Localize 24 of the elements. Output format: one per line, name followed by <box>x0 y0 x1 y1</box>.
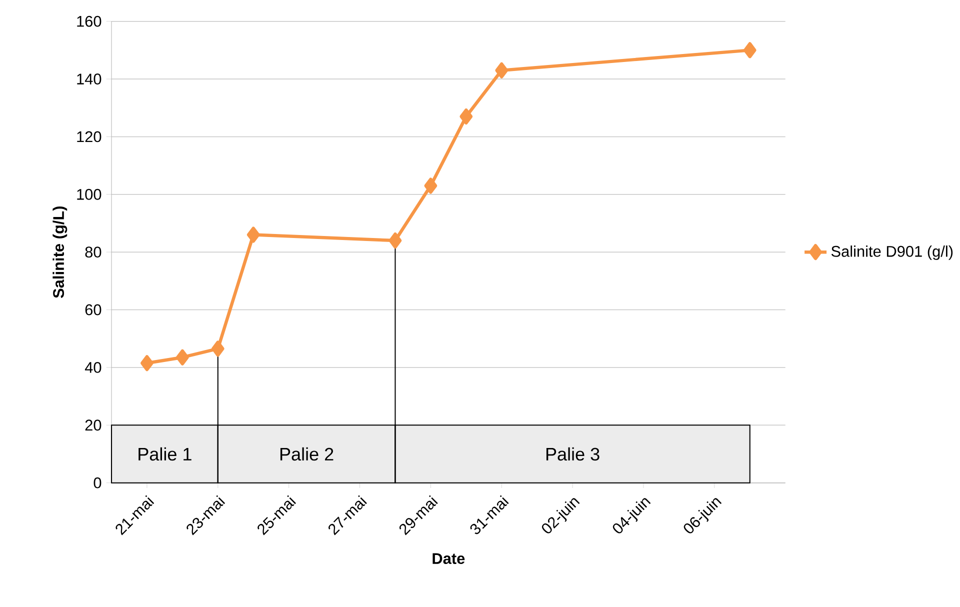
point <box>424 178 438 194</box>
point <box>388 232 402 249</box>
band-label: Palie 1 <box>138 447 192 461</box>
legend-label: Salinite D901 (g/l) <box>831 246 953 260</box>
point <box>246 226 260 243</box>
y-tick-label: 100 <box>77 188 102 200</box>
x-axis-title: Date <box>432 553 465 564</box>
y-tick-label: 140 <box>77 74 102 85</box>
y-tick-label: 80 <box>85 246 102 258</box>
y-tick-label: 40 <box>84 362 102 373</box>
y-tick-label: 0 <box>94 477 102 488</box>
y-axis-title: Salinite (g/L) <box>52 206 68 298</box>
point <box>140 355 154 372</box>
point <box>211 340 224 357</box>
band-label: Palie 3 <box>546 447 600 461</box>
point <box>176 349 189 366</box>
y-tick-label: 120 <box>77 131 102 142</box>
y-tick-label: 20 <box>85 420 102 431</box>
band-label: Palie 2 <box>280 447 334 461</box>
point <box>460 108 473 125</box>
y-tick-label: 160 <box>77 16 102 27</box>
y-tick-label: 60 <box>85 304 102 316</box>
point <box>743 42 756 58</box>
point <box>495 62 508 78</box>
